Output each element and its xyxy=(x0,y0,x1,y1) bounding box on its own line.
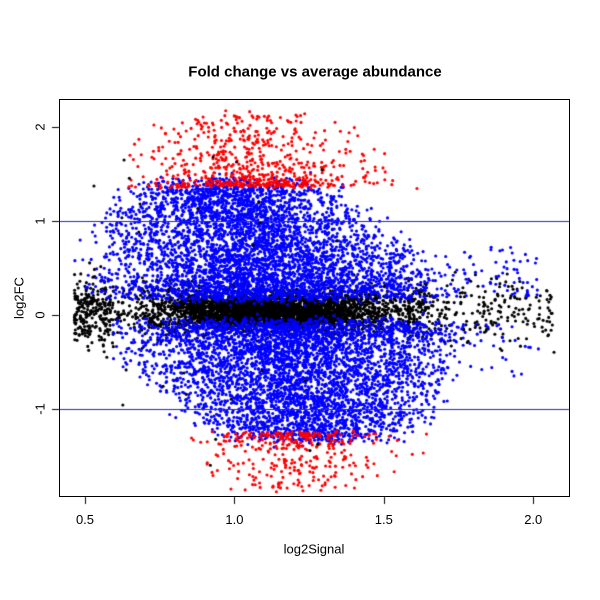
y-tick-label: 1 xyxy=(32,217,48,225)
x-tick-label: 0.5 xyxy=(75,512,95,527)
y-tick-label: 0 xyxy=(32,311,48,319)
y-tick-label: -1 xyxy=(32,403,48,415)
y-axis-label: log2FC xyxy=(11,277,27,319)
x-tick-label: 1.5 xyxy=(374,512,393,527)
x-axis-label: log2Signal xyxy=(283,541,345,557)
chart-title: Fold change vs average abundance xyxy=(188,63,442,81)
x-tick-label: 1.0 xyxy=(225,512,244,527)
y-tick-label: 2 xyxy=(32,123,48,131)
x-tick-label: 2.0 xyxy=(524,512,543,527)
